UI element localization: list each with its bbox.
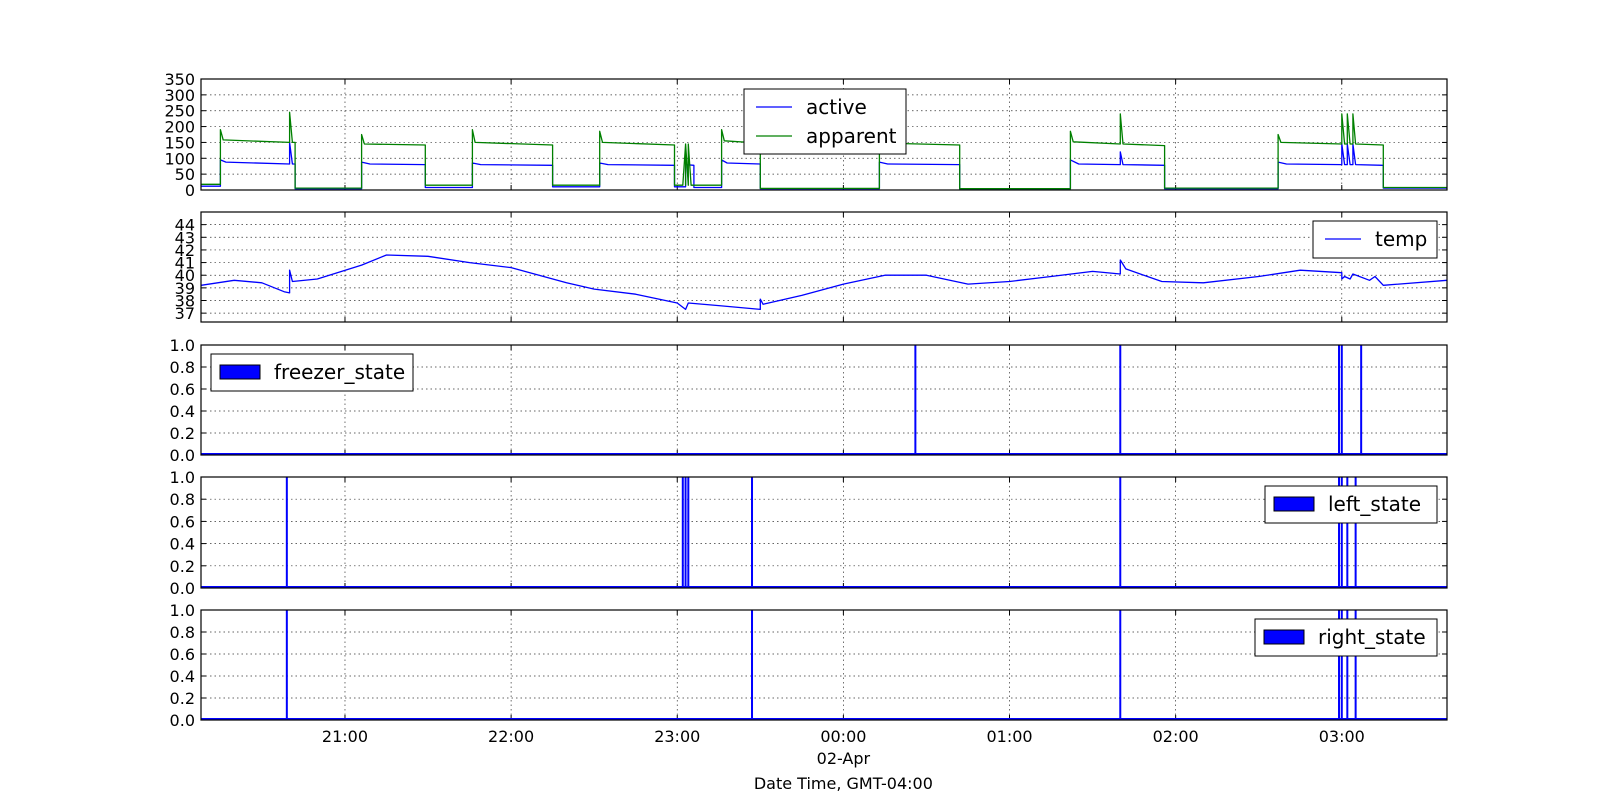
legend-swatch-left_state — [1273, 496, 1315, 512]
y-tick-label: 0.2 — [170, 689, 195, 708]
x-tick-label: 01:00 — [986, 727, 1032, 746]
state-bar-left_state — [681, 477, 684, 588]
state-bar-left_state — [687, 477, 690, 588]
state-bar-right_state — [285, 610, 288, 720]
axes-frame — [200, 211, 1448, 323]
y-tick-label: 0.6 — [170, 512, 195, 531]
y-tick-label: 0.2 — [170, 424, 195, 443]
y-tick-label: 1.0 — [170, 601, 195, 620]
y-tick-label: 0.0 — [170, 711, 195, 730]
y-tick-label: 40 — [175, 266, 195, 285]
x-tick-label: 03:00 — [1319, 727, 1365, 746]
panel-right_state: 0.0 0.2 0.4 0.6 0.8 1.0 right_state — [170, 601, 1448, 730]
plot-area — [201, 345, 1447, 455]
y-tick-label: 43 — [175, 228, 195, 247]
legend-power: active apparent — [743, 88, 907, 155]
y-tick-label: 50 — [175, 165, 195, 184]
plot-area — [201, 111, 1447, 190]
y-tick-label: 250 — [164, 102, 195, 121]
axes-frame — [200, 344, 1448, 456]
legend-temperature: temp — [1312, 220, 1438, 259]
state-bar-left_state — [1340, 477, 1343, 588]
state-bar-freezer_state — [1340, 345, 1343, 455]
y-tick-label: 41 — [175, 254, 195, 273]
state-bar-left_state — [684, 477, 687, 588]
plot-area — [201, 254, 1447, 311]
x-tick-label: 23:00 — [654, 727, 700, 746]
x-tick-label: 21:00 — [322, 727, 368, 746]
legend-left_state: left_state — [1264, 485, 1438, 524]
state-bar-left_state — [1338, 477, 1341, 588]
legend-label-right_state: right_state — [1318, 625, 1426, 649]
legend-label-freezer_state: freezer_state — [274, 360, 405, 384]
panel-left_state: 0.0 0.2 0.4 0.6 0.8 1.0 left_state — [170, 468, 1448, 598]
y-tick-label: 39 — [175, 279, 195, 298]
y-tick-label: 0.0 — [170, 446, 195, 465]
y-tick-label: 0.4 — [170, 402, 195, 421]
legend-label-left_state: left_state — [1328, 492, 1421, 516]
state-bar-freezer_state — [914, 345, 917, 455]
legend-label-apparent: apparent — [806, 124, 897, 148]
y-tick-label: 0.0 — [170, 579, 195, 598]
y-tick-label: 350 — [164, 70, 195, 89]
y-tick-label: 38 — [175, 292, 195, 311]
legend-label-temp: temp — [1375, 227, 1427, 251]
state-bar-right_state — [1119, 610, 1122, 720]
panel-freezer_state: 0.0 0.2 0.4 0.6 0.8 1.0 freezer_state — [170, 336, 1448, 465]
state-bar-left_state — [285, 477, 288, 588]
state-bar-right_state — [751, 610, 754, 720]
y-tick-label: 0 — [185, 181, 195, 200]
y-tick-label: 0.4 — [170, 667, 195, 686]
x-date-label: 02-Apr — [817, 749, 871, 768]
series-line-temp — [201, 254, 1447, 311]
state-bar-right_state — [1340, 610, 1343, 720]
legend-label-active: active — [806, 95, 867, 119]
y-tick-label: 0.4 — [170, 535, 195, 554]
y-tick-label: 44 — [175, 216, 195, 235]
legend-right_state: right_state — [1254, 618, 1438, 657]
y-tick-label: 0.2 — [170, 557, 195, 576]
series-line-apparent — [201, 111, 1447, 190]
state-bar-freezer_state — [1360, 345, 1363, 455]
y-tick-label: 0.6 — [170, 645, 195, 664]
axes-frame — [200, 78, 1448, 191]
legend-swatch-right_state — [1263, 629, 1305, 645]
state-bar-right_state — [1354, 610, 1357, 720]
x-axis-label: Date Time, GMT-04:00 — [754, 774, 933, 793]
y-tick-label: 0.8 — [170, 490, 195, 509]
y-tick-label: 0.6 — [170, 380, 195, 399]
y-tick-label: 1.0 — [170, 336, 195, 355]
y-tick-label: 1.0 — [170, 468, 195, 487]
legend-swatch-freezer_state — [219, 364, 261, 380]
state-bar-left_state — [1346, 477, 1349, 588]
legend-freezer_state: freezer_state — [210, 353, 414, 392]
x-tick-label: 02:00 — [1153, 727, 1199, 746]
state-bar-left_state — [1354, 477, 1357, 588]
y-tick-label: 0.8 — [170, 358, 195, 377]
y-tick-label: 37 — [175, 304, 195, 323]
state-bar-freezer_state — [1119, 345, 1122, 455]
y-tick-label: 300 — [164, 86, 195, 105]
x-tick-label: 00:00 — [820, 727, 866, 746]
state-bar-left_state — [1119, 477, 1122, 588]
state-bar-right_state — [1338, 610, 1341, 720]
state-bar-freezer_state — [1338, 345, 1341, 455]
y-tick-label: 150 — [164, 133, 195, 152]
axes-frame — [200, 609, 1448, 721]
y-tick-label: 0.8 — [170, 623, 195, 642]
y-tick-label: 200 — [164, 118, 195, 137]
state-bar-left_state — [751, 477, 754, 588]
plot-area — [201, 610, 1447, 720]
y-tick-label: 42 — [175, 241, 195, 260]
state-bar-right_state — [1346, 610, 1349, 720]
x-tick-label: 22:00 — [488, 727, 534, 746]
y-tick-label: 100 — [164, 149, 195, 168]
legend-box — [743, 88, 907, 155]
plot-area — [201, 477, 1447, 588]
axes-frame — [200, 476, 1448, 589]
